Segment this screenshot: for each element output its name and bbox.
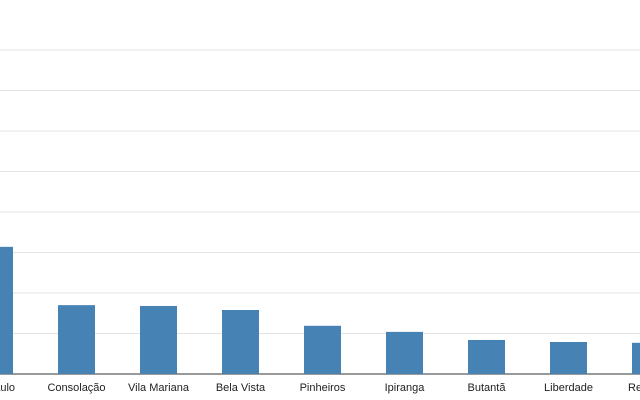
x-tick-label: Bela Vista [216, 382, 266, 394]
x-tick-label: Re [628, 382, 640, 394]
x-tick-label: Consolação [47, 382, 105, 394]
bar [386, 331, 423, 374]
bar [0, 246, 13, 374]
bar [222, 310, 259, 374]
bar [58, 305, 95, 374]
bar [550, 342, 587, 374]
bar [632, 342, 640, 374]
bar [304, 325, 341, 374]
x-tick-label: Pinheiros [300, 382, 346, 394]
x-tick-label: Butantã [468, 382, 507, 394]
x-tick-label: aulo [0, 382, 15, 394]
bar [468, 339, 505, 374]
bar [140, 305, 177, 374]
x-tick-label: Ipiranga [385, 382, 426, 394]
x-tick-label: Vila Mariana [128, 382, 190, 394]
x-tick-label: Liberdade [544, 382, 593, 394]
